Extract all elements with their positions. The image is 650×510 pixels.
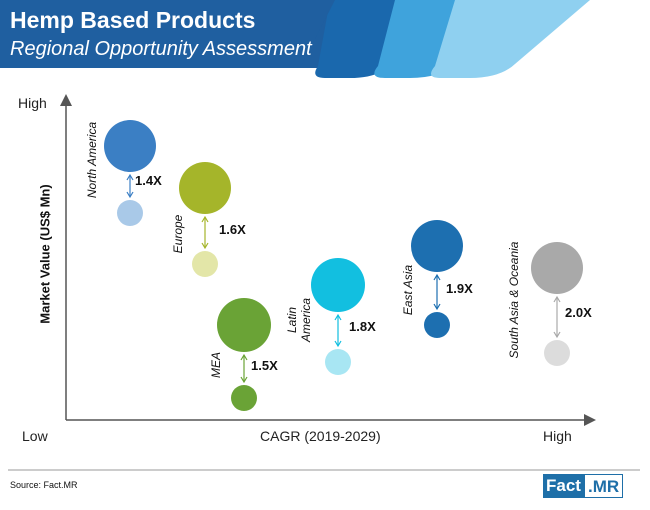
- y-tick-high: High: [18, 95, 47, 111]
- north-america-multiplier-label: 1.4X: [135, 173, 162, 188]
- latin-america-arrow-down: [334, 340, 342, 348]
- logo-part-mr: .MR: [583, 474, 624, 498]
- europe-bubble-2019: [192, 251, 218, 277]
- europe-region-label: Europe: [171, 214, 185, 253]
- source-note: Source: Fact.MR: [10, 480, 78, 490]
- east-asia-region-label-line: East Asia: [401, 265, 415, 316]
- europe-arrow-down: [201, 242, 209, 250]
- latin-america-region-label-line: Latin: [285, 307, 299, 333]
- chart-title: Hemp Based Products: [10, 7, 256, 33]
- europe-bubble-2029: [179, 162, 231, 214]
- south-asia-oceania-bubble-2019: [544, 340, 570, 366]
- latin-america-region-label-line: America: [299, 298, 313, 343]
- latin-america-bubble-2019: [325, 349, 351, 375]
- banner-stripe-light: [431, 0, 590, 78]
- europe-multiplier-label: 1.6X: [219, 222, 246, 237]
- south-asia-oceania-arrow-down: [553, 331, 561, 339]
- chart-subtitle: Regional Opportunity Assessment: [10, 38, 312, 60]
- mea-multiplier-label: 1.5X: [251, 358, 278, 373]
- latin-america-arrow-up: [334, 313, 342, 321]
- y-axis-label: Market Value (US$ Mn): [37, 184, 53, 324]
- mea-bubble-2029: [217, 298, 271, 352]
- south-asia-oceania-bubble-2029: [531, 242, 583, 294]
- north-america-arrow-up: [126, 173, 134, 181]
- mea-arrow-down: [240, 376, 248, 384]
- x-tick-low: Low: [22, 428, 48, 444]
- x-tick-high: High: [543, 428, 572, 444]
- europe-arrow-up: [201, 215, 209, 223]
- x-axis-label: CAGR (2019-2029): [260, 428, 381, 444]
- east-asia-bubble-2029: [411, 220, 463, 272]
- south-asia-oceania-arrow-up: [553, 295, 561, 303]
- north-america-bubble-2029: [104, 120, 156, 172]
- latin-america-region-label: LatinAmerica: [285, 298, 313, 343]
- east-asia-arrow-up: [433, 273, 441, 281]
- north-america-bubble-2019: [117, 200, 143, 226]
- latin-america-multiplier-label: 1.8X: [349, 319, 376, 334]
- factmr-logo: Fact .MR: [543, 474, 624, 498]
- south-asia-oceania-region-label: South Asia & Oceania: [507, 241, 521, 358]
- east-asia-arrow-down: [433, 303, 441, 311]
- logo-part-fact: Fact: [543, 474, 584, 498]
- europe-region-label-line: Europe: [171, 214, 185, 253]
- mea-region-label: MEA: [209, 352, 223, 378]
- header-banner: [0, 0, 590, 78]
- south-asia-oceania-multiplier-label: 2.0X: [565, 305, 592, 320]
- latin-america-bubble-2029: [311, 258, 365, 312]
- north-america-arrow-down: [126, 191, 134, 199]
- north-america-region-label: North America: [85, 122, 99, 199]
- banner-fill: [0, 0, 335, 68]
- mea-bubble-2019: [231, 385, 257, 411]
- south-asia-oceania-region-label-line: South Asia & Oceania: [507, 241, 521, 358]
- mea-arrow-up: [240, 353, 248, 361]
- mea-region-label-line: MEA: [209, 352, 223, 378]
- east-asia-bubble-2019: [424, 312, 450, 338]
- east-asia-region-label: East Asia: [401, 265, 415, 316]
- north-america-region-label-line: North America: [85, 122, 99, 199]
- east-asia-multiplier-label: 1.9X: [446, 281, 473, 296]
- bubble-marks: 1.4X North America 1.6X Europe 1.5X MEA 1.8X La…: [85, 120, 592, 411]
